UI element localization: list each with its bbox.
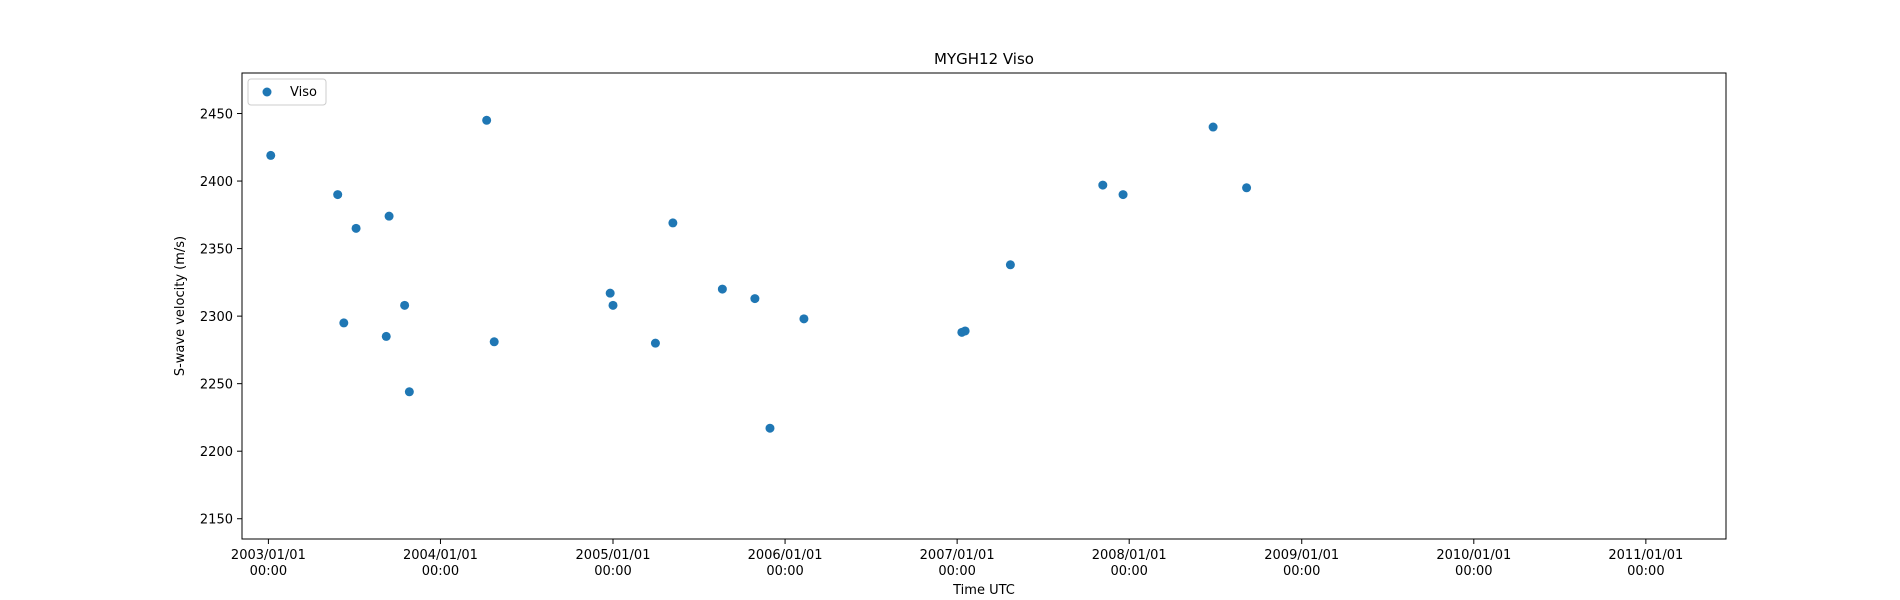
legend-box <box>247 78 327 106</box>
data-point <box>799 314 809 324</box>
x-axis-ticks: 2003/01/0100:002004/01/0100:002005/01/01… <box>231 539 1683 579</box>
data-point <box>333 190 343 200</box>
x-tick-label-time: 00:00 <box>1627 564 1664 579</box>
y-tick-label: 2300 <box>200 310 233 325</box>
y-tick-label: 2400 <box>200 175 233 190</box>
x-tick-label-time: 00:00 <box>594 564 631 579</box>
data-point <box>404 387 414 397</box>
x-tick-label-time: 00:00 <box>422 564 459 579</box>
data-point <box>1242 183 1252 193</box>
x-tick-label-time: 00:00 <box>1110 564 1147 579</box>
chart-title: MYGH12 Viso <box>934 50 1034 68</box>
legend: Viso <box>247 78 327 106</box>
data-point <box>339 318 349 328</box>
data-point <box>384 211 394 221</box>
x-tick-label-time: 00:00 <box>766 564 803 579</box>
y-axis-ticks: 2150 2200 2250 2300 2350 2400 2450 <box>200 108 242 528</box>
data-point <box>717 284 727 294</box>
data-point <box>1118 190 1128 200</box>
x-tick-label-time: 00:00 <box>938 564 975 579</box>
x-tick-label: 2011/01/01 <box>1608 548 1683 563</box>
y-tick-label: 2450 <box>200 108 233 123</box>
y-tick-label: 2200 <box>200 445 233 460</box>
legend-marker <box>262 87 272 97</box>
x-tick-label: 2005/01/01 <box>576 548 651 563</box>
x-tick-label: 2004/01/01 <box>403 548 478 563</box>
data-point <box>400 300 410 310</box>
data-point <box>650 338 660 348</box>
data-point <box>750 294 760 304</box>
legend-label-viso: Viso <box>290 85 317 100</box>
data-point <box>1005 260 1015 270</box>
data-points <box>266 115 1252 433</box>
y-axis-label: S-wave velocity (m/s) <box>173 236 188 376</box>
data-point <box>605 288 615 298</box>
x-tick-label-time: 00:00 <box>250 564 287 579</box>
data-point <box>1098 180 1108 190</box>
x-tick-label: 2007/01/01 <box>920 548 995 563</box>
data-point <box>351 223 361 233</box>
data-point <box>381 331 391 341</box>
data-point <box>668 218 678 228</box>
data-point <box>482 115 492 125</box>
data-point <box>765 423 775 433</box>
x-axis-label: Time UTC <box>952 583 1015 598</box>
x-tick-label: 2006/01/01 <box>748 548 823 563</box>
data-point <box>1208 122 1218 132</box>
x-tick-label-time: 00:00 <box>1455 564 1492 579</box>
x-tick-label: 2009/01/01 <box>1264 548 1339 563</box>
data-point <box>960 326 970 336</box>
x-tick-label: 2003/01/01 <box>231 548 306 563</box>
y-tick-label: 2350 <box>200 243 233 258</box>
data-point <box>266 150 276 160</box>
x-tick-label: 2008/01/01 <box>1092 548 1167 563</box>
y-tick-label: 2250 <box>200 378 233 393</box>
data-point <box>608 300 618 310</box>
x-tick-label: 2010/01/01 <box>1436 548 1511 563</box>
y-tick-label: 2150 <box>200 513 233 528</box>
x-tick-label-time: 00:00 <box>1283 564 1320 579</box>
plot-area <box>241 72 1727 540</box>
data-point <box>489 337 499 347</box>
